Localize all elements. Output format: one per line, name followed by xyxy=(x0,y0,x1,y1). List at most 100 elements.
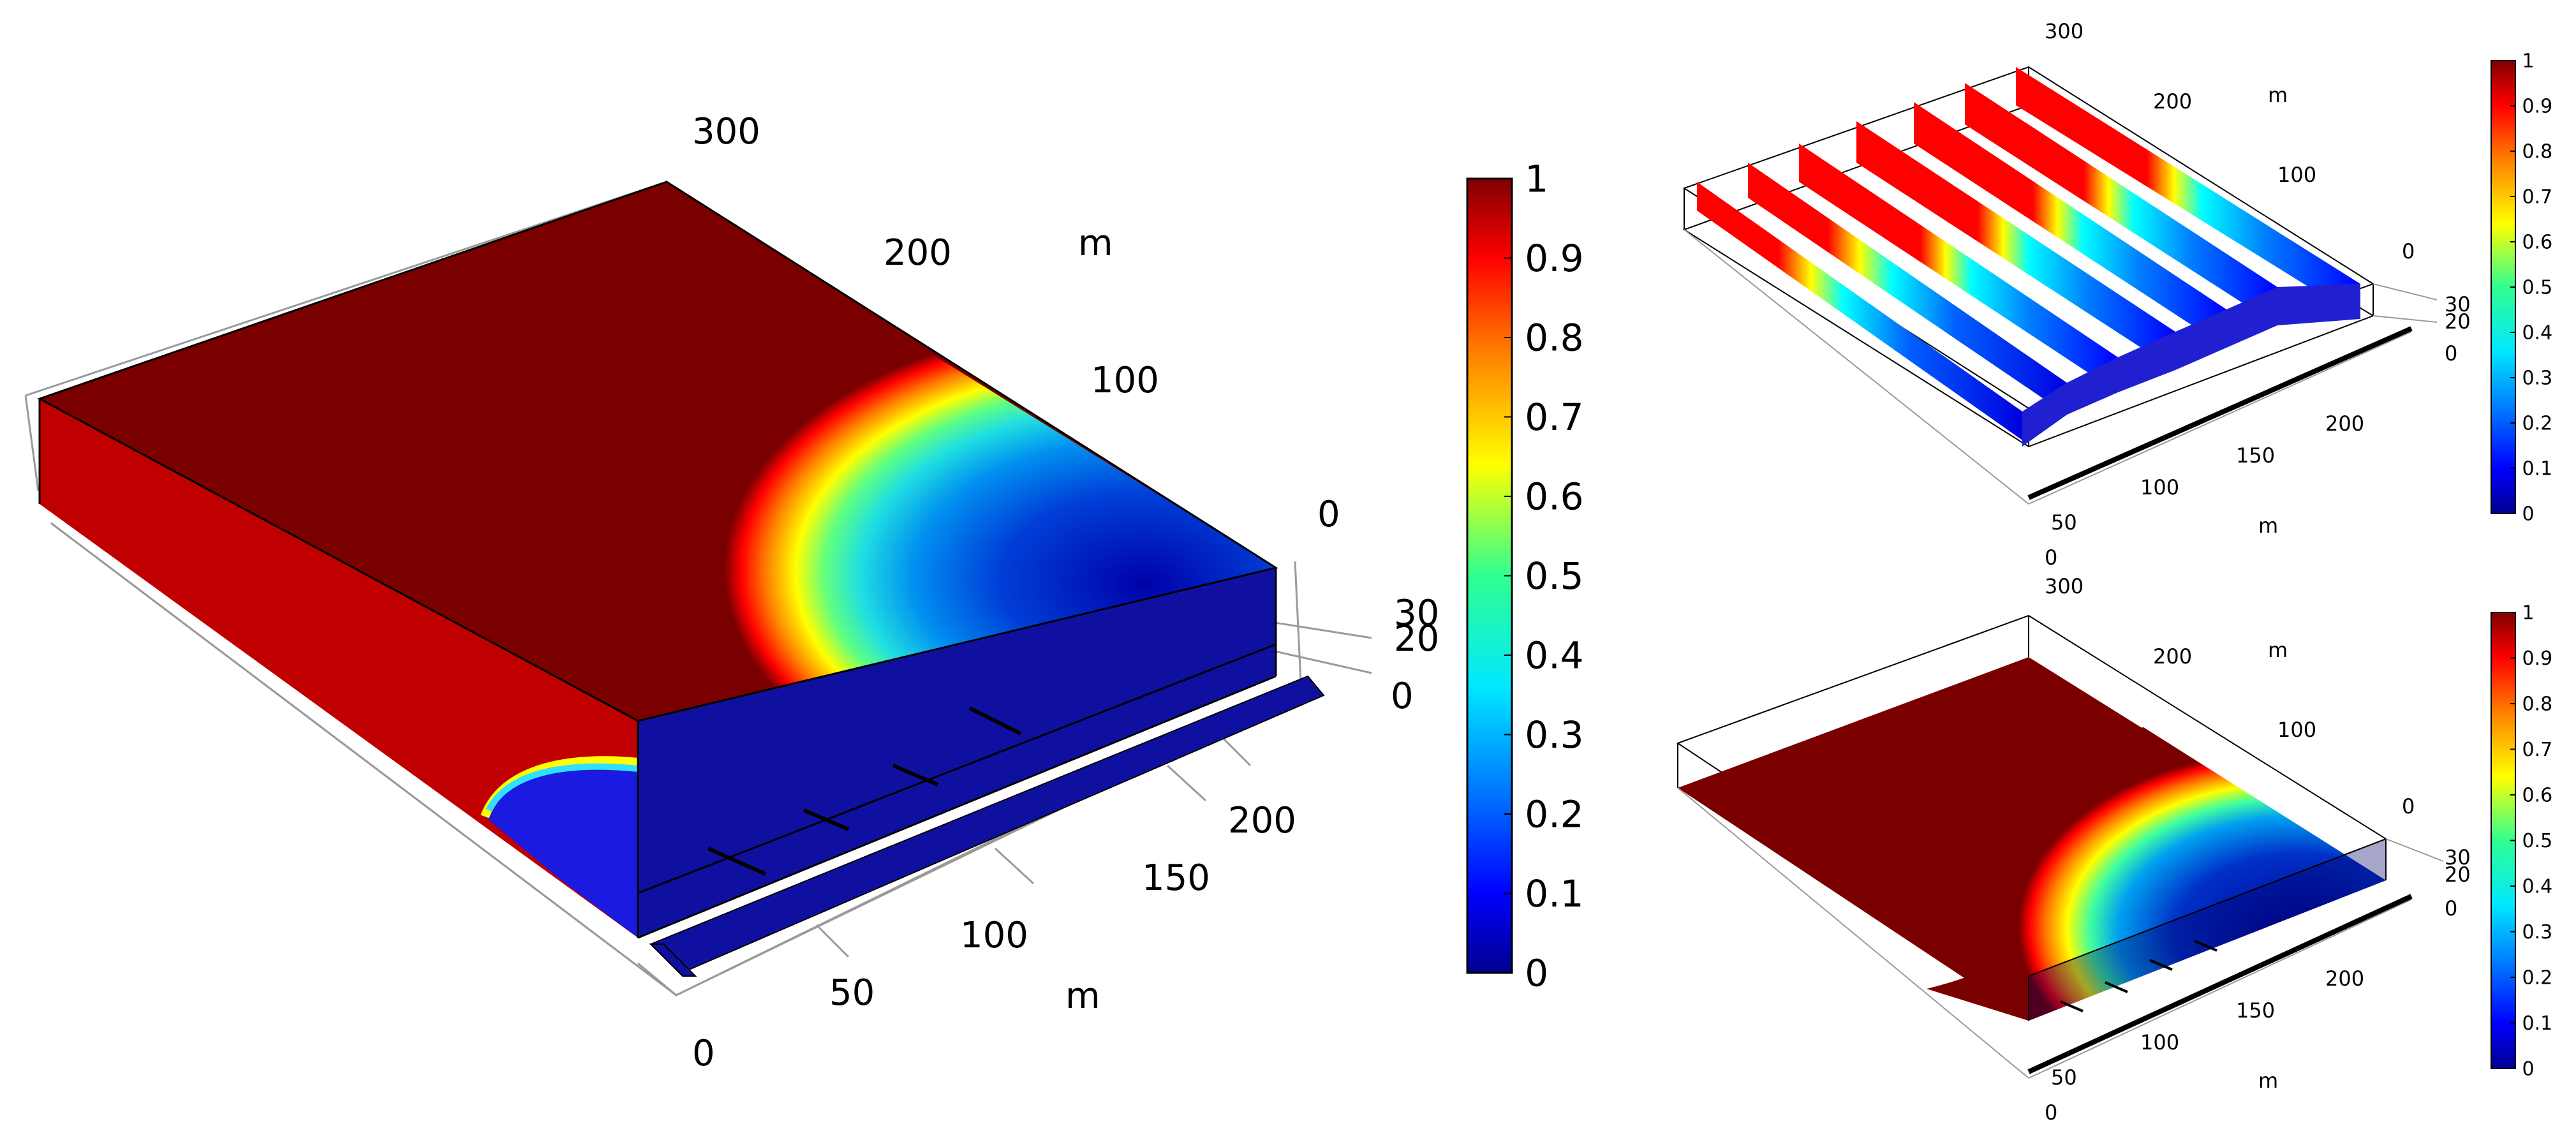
br-colorbar-ticks: 1 0.9 0.8 0.7 0.6 0.5 0.4 0.3 0.2 0.1 0 xyxy=(2510,602,2552,1081)
tr-x-tick-200: 200 xyxy=(2325,411,2364,436)
colorbar-tick-label: 0.6 xyxy=(1525,475,1583,518)
tr-y-tick-300: 300 xyxy=(2045,19,2084,43)
colorbar-tick-label: 0.8 xyxy=(2522,141,2553,163)
colorbar-tick-label: 0.1 xyxy=(2522,458,2553,480)
tr-x-tick-0: 0 xyxy=(2045,545,2057,570)
main-x-tick-150: 150 xyxy=(1142,857,1210,899)
br-z-tick-30: 30 xyxy=(2445,845,2471,870)
colorbar-tick-label: 0.4 xyxy=(2522,876,2553,898)
colorbar-tick-label: 0.4 xyxy=(1525,633,1583,677)
main-y-tick-200: 200 xyxy=(884,232,952,274)
br-colorbar xyxy=(2491,612,2516,1069)
colorbar-tick-label: 0.2 xyxy=(2522,413,2553,435)
colorbar-tick-label: 0.5 xyxy=(1525,554,1583,598)
br-y-tick-0: 0 xyxy=(2402,794,2415,818)
colorbar-tick-label: 1 xyxy=(2522,602,2535,625)
tr-x-tick-100: 100 xyxy=(2140,475,2179,500)
main-front-face xyxy=(638,568,1276,938)
br-z-tick-0: 0 xyxy=(2445,896,2457,921)
tr-x-tick-150: 150 xyxy=(2236,443,2275,468)
tr-slice-5 xyxy=(1914,102,2226,348)
tr-y-unit: m xyxy=(2268,83,2288,107)
br-x-tick-150: 150 xyxy=(2236,998,2275,1023)
tr-y-tick-100: 100 xyxy=(2277,163,2316,187)
br-slice-plume xyxy=(1927,727,2386,1021)
tr-slice-3 xyxy=(1799,144,2118,392)
br-grid xyxy=(1677,787,2444,1079)
colorbar-tick-label: 0.2 xyxy=(1525,792,1583,836)
tr-slice-4 xyxy=(1856,121,2175,370)
colorbar-tick-label: 0.8 xyxy=(1525,316,1583,359)
colorbar-tick-label: 0.5 xyxy=(2522,830,2553,852)
colorbar-tick-label: 0.4 xyxy=(2522,322,2553,344)
tr-pipe xyxy=(2027,326,2413,500)
main-x-tick-200: 200 xyxy=(1228,800,1296,841)
colorbar-tick-label: 0.3 xyxy=(2522,367,2553,390)
colorbar-tick-label: 1 xyxy=(1525,157,1548,200)
colorbar-tick-label: 0.7 xyxy=(1525,396,1583,439)
main-y-tick-300: 300 xyxy=(692,111,760,152)
colorbar-tick-label: 0.2 xyxy=(2522,967,2553,989)
br-y-tick-300: 300 xyxy=(2045,574,2084,598)
tr-end-1 xyxy=(2022,383,2067,447)
main-left-face-plume-edge2 xyxy=(485,763,639,812)
tr-slices xyxy=(1697,67,2360,447)
br-x-tick-50: 50 xyxy=(2051,1065,2077,1090)
main-wells xyxy=(707,706,1022,876)
tr-y-tick-200: 200 xyxy=(2153,89,2192,114)
br-wells xyxy=(2060,940,2217,1012)
tr-end-6 xyxy=(2277,284,2360,325)
tr-end-3 xyxy=(2118,332,2175,392)
colorbar-tick-label: 0.1 xyxy=(2522,1012,2553,1035)
main-z-tick-20: 20 xyxy=(1394,618,1439,660)
tr-grid xyxy=(1684,229,2438,505)
colorbar-tick-label: 0.9 xyxy=(2522,96,2553,118)
tr-end-4 xyxy=(2175,309,2226,370)
colorbar-tick-label: 0.7 xyxy=(2522,186,2553,209)
main-3d-plot: 300 200 100 0 m 30 20 0 200 150 100 50 0… xyxy=(24,111,1584,1074)
tr-x-tick-50: 50 xyxy=(2051,510,2077,535)
colorbar-tick-label: 0.3 xyxy=(2522,921,2553,944)
br-x-tick-200: 200 xyxy=(2325,966,2364,991)
horizontal-slice-3d-plot: 300 200 m 100 0 30 20 0 200 150 100 50 m… xyxy=(1676,574,2552,1125)
tr-z-tick-0: 0 xyxy=(2445,341,2457,366)
tr-slice-6 xyxy=(1965,83,2277,325)
br-x-tick-0: 0 xyxy=(2045,1100,2057,1125)
br-y-tick-100: 100 xyxy=(2277,718,2316,742)
tr-slice-1 xyxy=(1697,182,2022,440)
br-y-unit: m xyxy=(2268,638,2288,662)
br-x-tick-100: 100 xyxy=(2140,1030,2179,1055)
colorbar-tick-label: 0 xyxy=(1525,951,1548,995)
main-top-face-plume xyxy=(619,322,1276,721)
br-y-tick-200: 200 xyxy=(2153,644,2192,669)
main-z-tick-30: 30 xyxy=(1394,593,1439,634)
tr-colorbar-ticks: 1 0.9 0.8 0.7 0.6 0.5 0.4 0.3 0.2 0.1 0 xyxy=(2510,50,2552,526)
tr-y-tick-0: 0 xyxy=(2402,239,2415,263)
colorbar-tick-label: 0.8 xyxy=(2522,693,2553,716)
main-colorbar-ticks: 1 0.9 0.8 0.7 0.6 0.5 0.4 0.3 0.2 0.1 0 xyxy=(1504,157,1584,995)
tr-end-5 xyxy=(2226,287,2277,348)
main-block-edges xyxy=(37,181,1278,939)
tr-z-tick-20: 20 xyxy=(2445,309,2471,334)
br-z-tick-20: 20 xyxy=(2445,862,2471,887)
colorbar-tick-label: 0.1 xyxy=(1525,872,1583,915)
br-block-lines xyxy=(2028,838,2387,1021)
main-x-tick-100: 100 xyxy=(960,915,1028,956)
tr-end-2 xyxy=(2067,357,2118,415)
tr-axis-labels: 300 200 m 100 0 30 20 0 200 150 100 50 m… xyxy=(2045,19,2471,570)
main-y-tick-100: 100 xyxy=(1091,360,1159,401)
br-front-shade xyxy=(2029,839,2386,1021)
slices-3d-plot: 300 200 m 100 0 30 20 0 200 150 100 50 m… xyxy=(1682,19,2552,570)
main-x-tick-50: 50 xyxy=(829,972,875,1014)
colorbar-tick-label: 0.6 xyxy=(2522,232,2553,254)
main-pipe-end xyxy=(649,944,697,977)
colorbar-tick-label: 1 xyxy=(2522,50,2535,73)
main-y-tick-0: 0 xyxy=(1317,494,1340,535)
br-x-unit: m xyxy=(2258,1069,2278,1093)
main-y-unit: m xyxy=(1078,223,1113,264)
tr-x-unit: m xyxy=(2258,514,2278,538)
main-x-tick-0: 0 xyxy=(692,1033,715,1074)
colorbar-tick-label: 0 xyxy=(2522,503,2535,526)
tr-z-tick-30: 30 xyxy=(2445,292,2471,316)
